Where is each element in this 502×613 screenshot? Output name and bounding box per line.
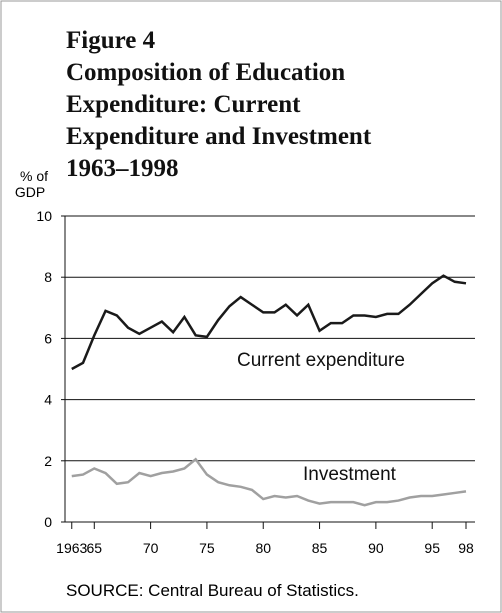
y-axis-label: % of — [20, 168, 48, 184]
chart-title: 1963–1998 — [66, 155, 179, 182]
chart-title: Composition of Education — [66, 59, 345, 86]
chart-title: Expenditure: Current — [66, 91, 301, 118]
x-tick-label: 75 — [199, 540, 215, 556]
y-tick-label: 2 — [44, 453, 52, 469]
y-axis-label: GDP — [15, 184, 45, 200]
y-tick-label: 10 — [36, 208, 52, 224]
x-tick-label: 90 — [368, 540, 384, 556]
series-label: Current expenditure — [237, 350, 405, 371]
x-tick-label: 1963 — [56, 540, 87, 556]
series-line — [71, 457, 467, 507]
x-tick-label: 95 — [424, 540, 440, 556]
y-tick-label: 4 — [44, 392, 52, 408]
x-tick-label: 70 — [143, 540, 159, 556]
series-label: Investment — [303, 464, 397, 485]
source-note: SOURCE: Central Bureau of Statistics. — [66, 581, 359, 600]
chart-title: Expenditure and Investment — [66, 123, 372, 150]
x-tick-label: 85 — [312, 540, 328, 556]
figure-label: Figure 4 — [66, 27, 156, 54]
x-tick-label: 65 — [86, 540, 102, 556]
series-line — [71, 274, 467, 371]
y-tick-label: 8 — [44, 269, 52, 285]
y-tick-label: 6 — [44, 330, 52, 346]
y-tick-label: 0 — [44, 514, 52, 530]
x-tick-label: 80 — [255, 540, 271, 556]
x-tick-label: 98 — [458, 540, 474, 556]
